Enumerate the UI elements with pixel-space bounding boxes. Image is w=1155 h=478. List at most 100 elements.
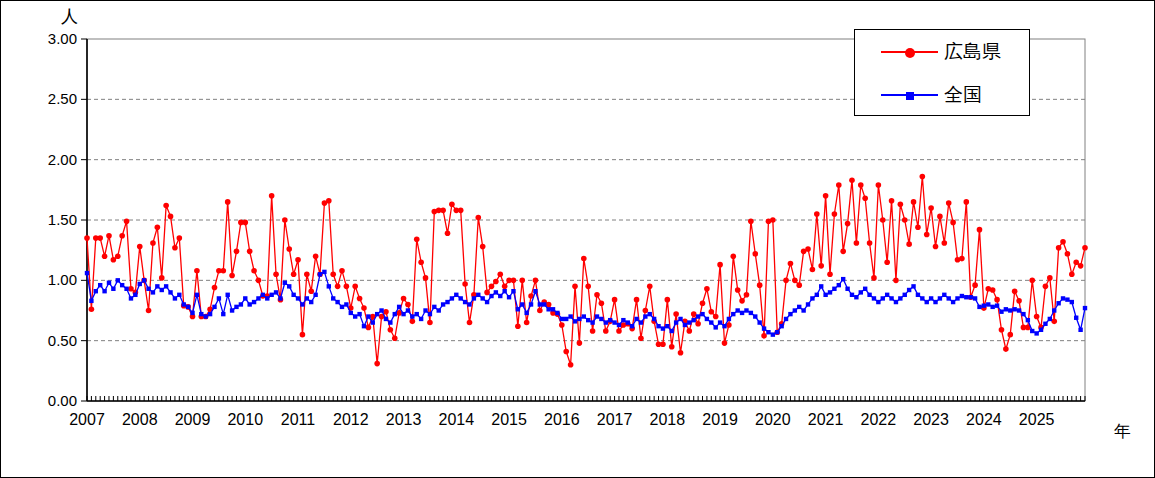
data-point: [1007, 332, 1013, 338]
data-point: [907, 288, 911, 292]
data-point: [415, 312, 419, 316]
data-point: [116, 278, 120, 282]
data-point: [947, 296, 951, 300]
data-point: [352, 284, 358, 290]
data-point: [1021, 312, 1025, 316]
data-point: [463, 300, 467, 304]
data-point: [273, 272, 279, 278]
data-point: [440, 208, 446, 214]
year-label: 2019: [702, 411, 738, 428]
data-point: [159, 275, 165, 281]
data-point: [559, 322, 565, 328]
data-point: [695, 321, 701, 327]
data-point: [94, 289, 98, 293]
data-point: [282, 217, 288, 223]
year-label: 2013: [386, 411, 422, 428]
data-point: [388, 320, 392, 324]
data-point: [661, 326, 665, 330]
data-point: [164, 284, 168, 288]
y-tick-label: 2.50: [48, 90, 77, 107]
data-point: [572, 284, 578, 290]
data-point: [349, 311, 353, 315]
data-point: [247, 249, 253, 255]
data-point: [168, 214, 174, 220]
data-point: [265, 296, 269, 300]
data-point: [449, 202, 455, 208]
data-point: [243, 296, 247, 300]
data-point: [928, 205, 934, 211]
data-point: [529, 302, 533, 306]
data-point: [1051, 319, 1057, 325]
data-point: [502, 289, 506, 293]
data-point: [1012, 307, 1016, 311]
y-tick-label: 0.50: [48, 332, 77, 349]
data-point: [1065, 251, 1071, 257]
data-point: [876, 182, 882, 188]
data-point: [1039, 328, 1043, 332]
data-point: [889, 296, 893, 300]
x-axis-unit-label: 年: [1114, 420, 1131, 443]
data-point: [771, 332, 775, 336]
data-point: [937, 214, 943, 220]
data-point: [124, 218, 130, 224]
data-point: [994, 297, 1000, 303]
data-point: [423, 275, 429, 281]
year-label: 2012: [333, 411, 369, 428]
data-point: [744, 292, 750, 298]
data-point: [599, 300, 605, 306]
data-point: [753, 314, 757, 318]
data-point: [485, 300, 489, 304]
data-point: [850, 293, 854, 297]
data-point: [665, 297, 671, 303]
data-point: [119, 233, 125, 239]
data-point: [902, 217, 908, 223]
data-point: [106, 233, 112, 239]
data-point: [300, 332, 306, 338]
data-point: [1061, 296, 1065, 300]
data-point: [1083, 306, 1087, 310]
data-point: [652, 317, 656, 321]
year-label: 2025: [1019, 411, 1055, 428]
data-point: [330, 272, 336, 278]
data-point: [177, 293, 181, 297]
data-point: [366, 325, 372, 331]
data-point: [933, 244, 939, 250]
data-point: [673, 311, 679, 317]
data-point: [220, 268, 226, 274]
square-marker-icon: [906, 92, 914, 100]
data-point: [722, 324, 726, 328]
data-point: [239, 302, 243, 306]
data-point: [208, 312, 212, 316]
data-point: [708, 309, 714, 315]
data-point: [1008, 308, 1012, 312]
data-point: [972, 282, 978, 288]
data-point: [713, 325, 717, 329]
data-point: [1070, 300, 1074, 304]
data-point: [788, 312, 792, 316]
data-point: [221, 312, 225, 316]
data-point: [577, 317, 581, 321]
data-point: [617, 323, 621, 327]
year-label: 2016: [544, 411, 580, 428]
data-point: [155, 224, 161, 230]
data-point: [204, 314, 208, 318]
data-point: [749, 311, 753, 315]
data-point: [854, 295, 858, 299]
data-point: [709, 320, 713, 324]
data-point: [630, 324, 634, 328]
data-point: [903, 293, 907, 297]
data-point: [893, 278, 899, 284]
data-point: [959, 256, 965, 262]
data-point: [925, 300, 929, 304]
data-point: [388, 327, 394, 333]
data-point: [626, 320, 630, 324]
data-point: [555, 311, 559, 315]
data-point: [621, 318, 625, 322]
y-tick-label: 3.00: [48, 30, 77, 47]
data-point: [454, 293, 458, 297]
data-point: [85, 271, 89, 275]
data-point: [612, 320, 616, 324]
data-point: [251, 268, 257, 274]
data-point: [269, 193, 275, 199]
series-line-hiroshima: [87, 177, 1085, 365]
